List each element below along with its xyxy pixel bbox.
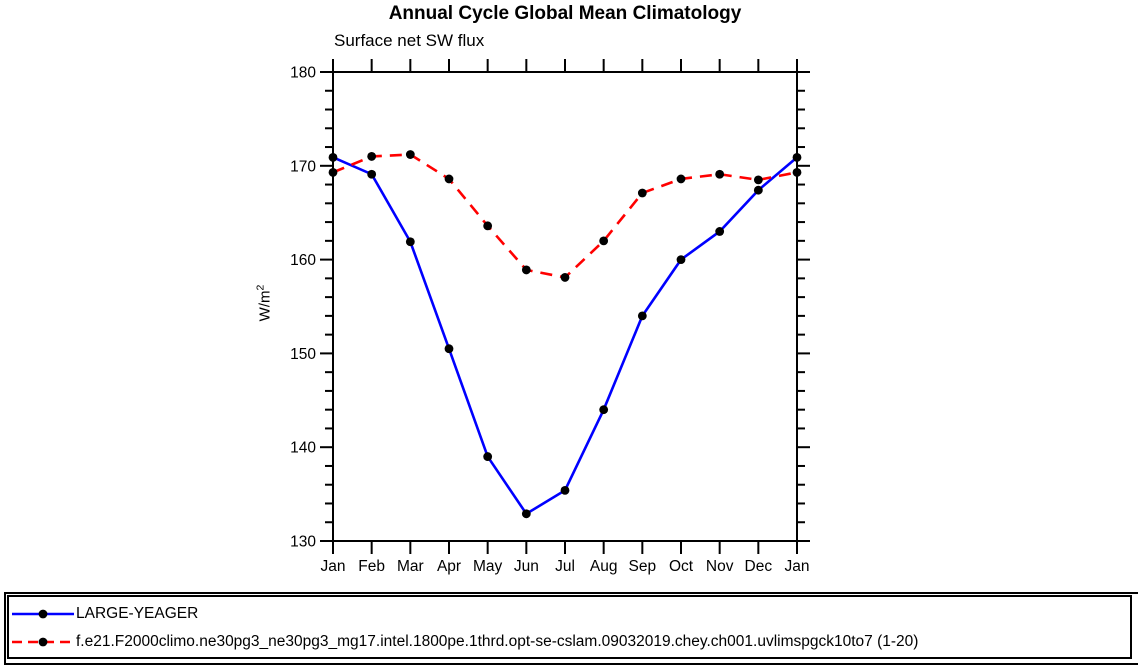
chart-title: Annual Cycle Global Mean Climatology [388,3,742,24]
data-point-marker-series-1 [792,167,802,177]
legend-item: LARGE-YEAGER [11,602,198,626]
data-point-marker-series-1 [328,167,338,177]
data-point-marker-series-0 [676,255,686,264]
data-point-marker-series-0 [753,185,763,195]
y-tick-label: 130 [290,534,316,551]
data-point-marker-series-0 [792,152,802,162]
legend-box: LARGE-YEAGER f.e21.F2000climo.ne30pg3_ne… [7,595,1132,659]
x-tick-label: Mar [397,558,424,575]
data-point-marker-series-0 [560,485,570,495]
data-point-marker-series-0 [599,405,609,415]
y-tick-label: 170 [290,158,316,175]
y-tick-label: 140 [290,440,316,457]
data-point-marker-series-1 [753,175,763,185]
data-point-marker-series-0 [367,169,377,179]
x-tick-label: May [473,558,503,575]
data-point-marker-series-1 [676,174,686,184]
data-point-marker-series-0 [637,311,647,321]
series-line-0 [332,156,798,516]
x-tick-label: Jan [321,558,346,575]
legend-marker-icon [38,637,48,647]
legend-marker-icon [38,609,48,619]
data-point-marker-series-0 [444,344,454,354]
data-point-marker-series-1 [560,273,570,282]
y-tick-label: 150 [290,346,316,363]
x-tick-label: Jun [514,558,539,575]
data-point-marker-series-1 [405,150,415,159]
y-tick-label: 180 [290,65,316,82]
legend-label: LARGE-YEAGER [76,605,199,622]
x-tick-label: Nov [706,558,734,575]
x-tick-label: Sep [629,558,657,575]
data-point-marker-series-1 [715,169,725,179]
data-point-marker-series-0 [328,152,338,162]
data-point-marker-series-0 [405,237,415,247]
legend-line-sample [12,609,74,619]
x-tick-label: Jul [555,558,575,575]
data-point-marker-series-1 [444,174,454,184]
data-point-marker-series-1 [483,221,493,231]
data-point-marker-series-0 [521,509,531,519]
legend-line-sample [12,637,74,647]
data-point-marker-series-1 [599,236,609,246]
y-tick-label: 160 [290,252,316,269]
legend-item: f.e21.F2000climo.ne30pg3_ne30pg3_mg17.in… [11,630,918,654]
series-line-1 [332,153,798,279]
plot-frame [332,71,798,542]
x-tick-label: Dec [745,558,773,575]
data-point-marker-series-1 [521,265,531,275]
x-tick-label: Jan [785,558,810,575]
x-tick-label: Feb [358,558,385,575]
chart-subtitle: Surface net SW flux [334,31,485,50]
legend-label: f.e21.F2000climo.ne30pg3_ne30pg3_mg17.in… [76,633,919,650]
data-point-marker-series-1 [637,188,647,198]
x-tick-label: Aug [590,558,618,575]
data-point-marker-series-0 [715,227,725,236]
data-point-marker-series-0 [483,452,493,461]
legend-outer-frame [4,592,1138,665]
x-tick-label: Oct [669,558,694,575]
x-tick-label: Apr [437,558,461,575]
data-point-marker-series-1 [367,152,377,161]
